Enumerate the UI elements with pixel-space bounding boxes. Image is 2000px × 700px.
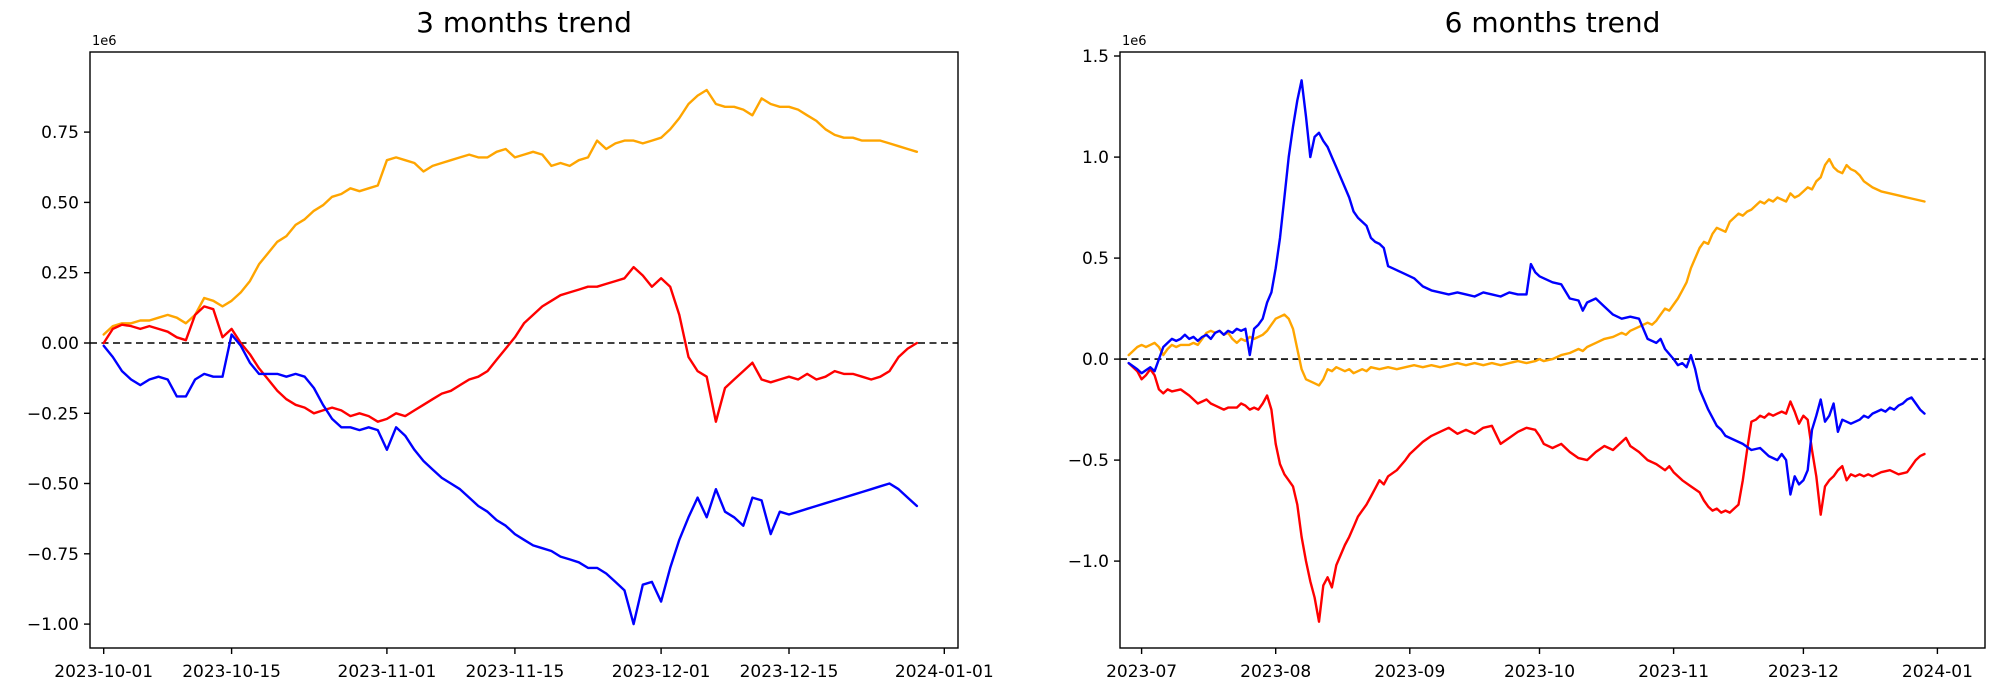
chart-title-3-months: 3 months trend: [416, 6, 632, 39]
x-tick-label: 2023-12-15: [740, 662, 839, 682]
x-tick-label: 2023-11-01: [338, 662, 437, 682]
x-tick-label: 2023-11-15: [466, 662, 565, 682]
y-tick-label: 0.75: [41, 123, 79, 143]
plot-area-3-months: 2023-10-01 2023-10-15 2023-11-01 2023-11-15…: [27, 51, 994, 682]
y-tick-label: 0.5: [1082, 249, 1109, 269]
y-tick-label: −0.75: [27, 545, 79, 565]
y-tick-label: 0.25: [41, 264, 79, 284]
x-tick-label: 2023-12: [1768, 662, 1839, 682]
chart-3-months-trend: 3 months trend 1e6 2023-10-01 2023-10-15 2…: [27, 6, 994, 682]
y-tick-label: 0.00: [41, 334, 79, 354]
y-axis-scale-label: 1e6: [92, 34, 117, 49]
y-tick-label: 0.50: [41, 193, 79, 213]
y-tick-label: 1.0: [1082, 148, 1109, 168]
y-tick-label: −1.00: [27, 615, 79, 635]
x-tick-label: 2023-09: [1374, 662, 1445, 682]
chart-6-months-trend: 6 months trend 1e6 2023-07 2023-08 2023-09…: [1000, 0, 2000, 700]
x-tick-label: 2023-11: [1638, 662, 1709, 682]
red-series-line: [1127, 361, 1926, 623]
x-tick-label: 2023-10: [1504, 662, 1575, 682]
x-tick-label: 2023-07: [1106, 662, 1177, 682]
blue-series-line: [1127, 79, 1926, 496]
y-tick-label: −0.5: [1068, 451, 1109, 471]
x-tick-label: 2024-01-01: [895, 662, 994, 682]
x-tick-label: 2024-01: [1902, 662, 1973, 682]
y-tick-label: −0.50: [27, 475, 79, 495]
axes-frame: [1119, 51, 1986, 649]
x-tick-label: 2023-10-15: [182, 662, 281, 682]
y-tick-label: 1.5: [1082, 47, 1109, 67]
chart-title-6-months: 6 months trend: [1444, 6, 1661, 39]
y-tick-label: −0.25: [27, 404, 79, 424]
y-axis-scale-label: 1e6: [1122, 34, 1147, 49]
y-tick-label: −1.0: [1068, 552, 1109, 572]
red-series-line: [102, 265, 919, 423]
x-tick-label: 2023-12-01: [612, 662, 711, 682]
axes-frame: [89, 51, 959, 649]
plot-area-6-months: 2023-07 2023-08 2023-09 2023-10 2023-11 2023-…: [1068, 47, 1986, 682]
x-tick-label: 2023-08: [1240, 662, 1311, 682]
y-tick-label: 0.0: [1082, 350, 1109, 370]
blue-series-line: [102, 333, 919, 626]
x-tick-label: 2023-10-01: [54, 662, 153, 682]
orange-series-line: [1127, 157, 1926, 387]
orange-series-line: [102, 88, 919, 336]
